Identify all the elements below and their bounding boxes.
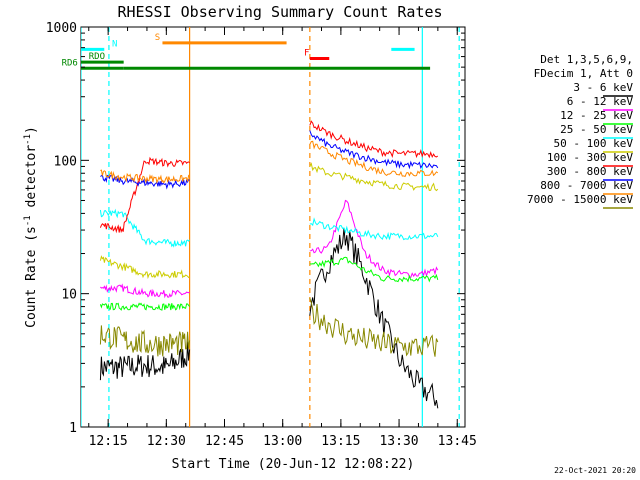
- flag-label-n: N: [112, 39, 117, 49]
- footer-date: 22-Oct-2021 20:20: [554, 466, 636, 475]
- series-line-300-800-kev-seg1: [100, 174, 190, 190]
- flag-label-rd6: RD6: [62, 58, 78, 68]
- series-line-3-6-kev-seg1: [99, 341, 191, 381]
- legend-label-50-100-kev: 50 - 100 keV: [554, 137, 634, 150]
- legend-label-300-800-kev: 300 - 800 keV: [547, 165, 633, 178]
- legend-label-100-300-kev: 100 - 300 keV: [547, 151, 633, 164]
- flag-label-rdo: RDO: [89, 52, 105, 62]
- legend-header-line-2: FDecim 1, Att 0: [534, 67, 633, 80]
- series-line-3-6-kev-seg2: [309, 227, 439, 409]
- series-line-50-100-kev-seg2: [309, 162, 439, 192]
- y-axis-label-exp-2: -1: [23, 134, 33, 145]
- legend-label-25-50-kev: 25 - 50 keV: [560, 123, 633, 136]
- x-tick-label-12-30: 12:30: [147, 434, 186, 449]
- x-tick-label-12-15: 12:15: [89, 434, 128, 449]
- legend-label-7000-15000-kev: 7000 - 15000 keV: [527, 193, 633, 206]
- series-line-7000-15000-kev-seg2: [309, 297, 439, 357]
- legend-label-800-7000-kev: 800 - 7000 keV: [540, 179, 633, 192]
- y-tick-label-1: 1: [69, 421, 77, 436]
- series-line-300-800-kev-seg2: [309, 130, 439, 170]
- series-line-6-12-kev-seg1: [100, 283, 190, 299]
- flag-label-f: F: [304, 49, 309, 59]
- legend-header-line-1: Det 1,3,5,6,9,: [540, 53, 633, 66]
- legend-label-3-6-kev: 3 - 6 keV: [573, 81, 633, 94]
- series-line-50-100-kev-seg1: [99, 255, 190, 280]
- y-axis-label-exp-1: -1: [23, 215, 33, 226]
- y-axis-label-part-3: ): [24, 126, 39, 134]
- series-line-25-50-kev-seg2: [309, 217, 439, 241]
- series-line-12-25-kev-seg2: [309, 256, 439, 283]
- x-tick-label-13-00: 13:00: [263, 434, 302, 449]
- x-tick-label-12-45: 12:45: [205, 434, 244, 449]
- flag-label-s: S: [155, 33, 160, 43]
- x-tick-label-13-30: 13:30: [379, 434, 418, 449]
- series-line-12-25-kev-seg1: [99, 302, 190, 311]
- y-tick-label-10: 10: [61, 288, 77, 303]
- x-axis-label: Start Time (20-Jun-12 12:08:22): [172, 457, 415, 472]
- chart-title: RHESSI Observing Summary Count Rates: [117, 3, 442, 21]
- y-axis-label: Count Rate (s-1 detector-1): [23, 126, 39, 328]
- x-tick-label-13-15: 13:15: [321, 434, 360, 449]
- series-line-800-7000-kev-seg1: [100, 169, 190, 185]
- x-tick-label-13-45: 13:45: [438, 434, 477, 449]
- y-tick-label-1000: 1000: [46, 21, 77, 36]
- series-line-7000-15000-kev-seg1: [99, 325, 191, 357]
- y-axis-label-part-1: Count Rate (s: [24, 226, 39, 328]
- legend: Det 1,3,5,6,9, FDecim 1, Att 0 3 - 6 keV…: [527, 53, 634, 209]
- series-line-100-300-kev-seg2: [309, 120, 439, 159]
- y-tick-label-100: 100: [54, 154, 77, 169]
- series-line-6-12-kev-seg2: [309, 199, 439, 278]
- series-line-25-50-kev-seg1: [99, 208, 190, 248]
- series-line-800-7000-kev-seg2: [309, 140, 439, 178]
- series-line-100-300-kev-seg1: [99, 156, 190, 234]
- y-axis-label-part-2: detector: [24, 145, 39, 216]
- legend-label-6-12-kev: 6 - 12 keV: [567, 95, 634, 108]
- legend-label-12-25-kev: 12 - 25 keV: [560, 109, 633, 122]
